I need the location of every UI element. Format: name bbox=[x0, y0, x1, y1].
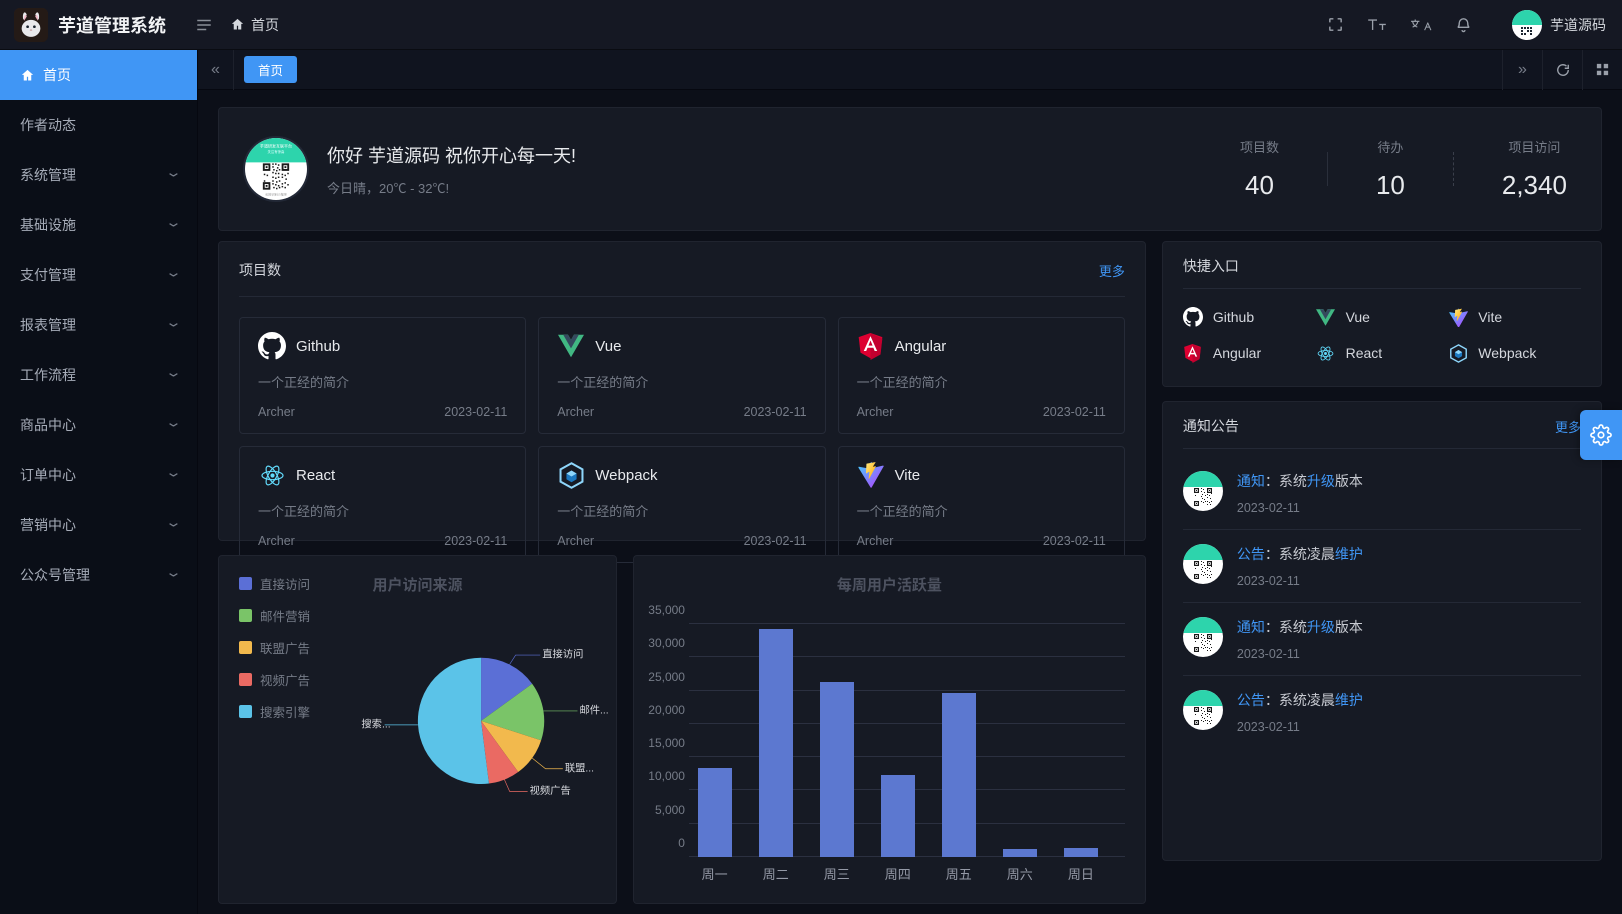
svg-text:芋道研发互联平台: 芋道研发互联平台 bbox=[260, 142, 292, 148]
svg-text:长按识别小程序: 长按识别小程序 bbox=[265, 191, 287, 196]
svg-text:邮件...: 邮件... bbox=[579, 704, 608, 717]
svg-text:直接访问: 直接访问 bbox=[542, 648, 583, 661]
svg-text:联盟...: 联盟... bbox=[565, 762, 594, 774]
svg-text:视频广告: 视频广告 bbox=[530, 784, 571, 797]
svg-text:关注有惊喜: 关注有惊喜 bbox=[268, 149, 286, 154]
svg-text:搜索...: 搜索... bbox=[361, 718, 390, 731]
